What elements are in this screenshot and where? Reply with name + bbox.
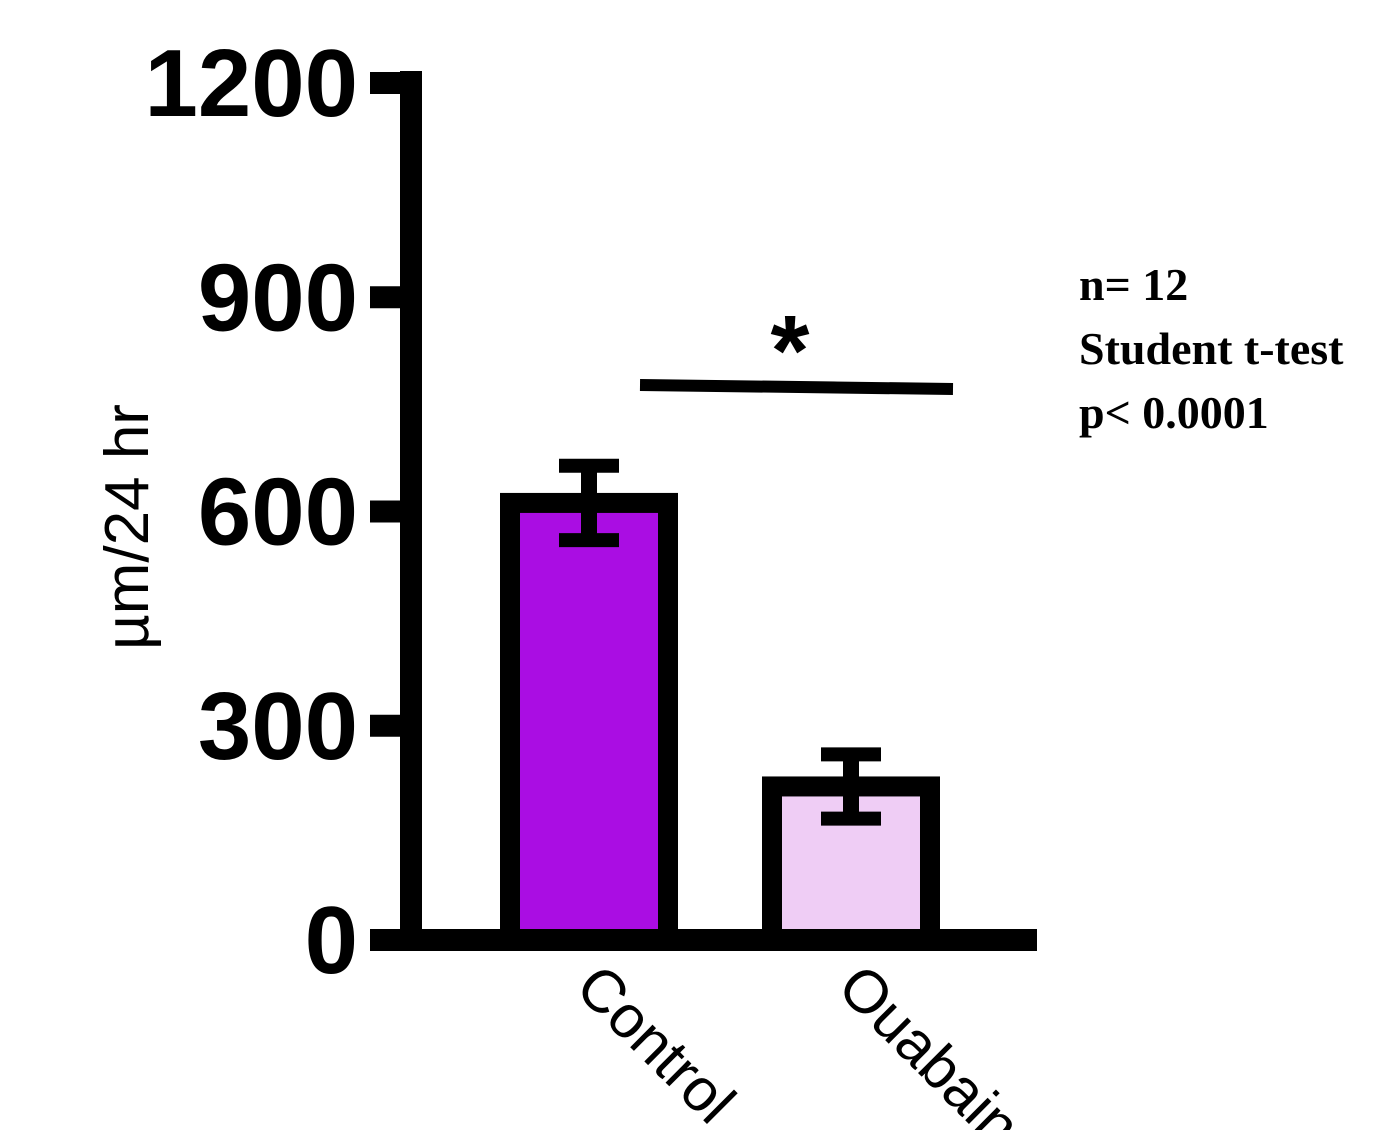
y-tick-label: 1200: [144, 30, 358, 137]
bar-control: [500, 492, 678, 950]
y-axis-label: µm/24 hr: [93, 404, 162, 650]
significance-star: *: [771, 295, 810, 407]
stats-line-test: Student t-test: [1079, 323, 1344, 374]
stats-line-p: p< 0.0001: [1079, 387, 1269, 438]
stats-line-n: n= 12: [1079, 259, 1188, 310]
stats-annotation: n= 12 Student t-test p< 0.0001: [1079, 259, 1344, 438]
y-tick-label: 900: [198, 244, 358, 351]
y-tick-label: 0: [305, 887, 358, 994]
significance-bracket: [639, 379, 954, 395]
x-category-label: Control: [564, 952, 748, 1130]
y-tick-label: 600: [198, 459, 358, 566]
x-category-label: Ouabain: [826, 952, 1034, 1130]
y-tick-label: 300: [198, 673, 358, 780]
